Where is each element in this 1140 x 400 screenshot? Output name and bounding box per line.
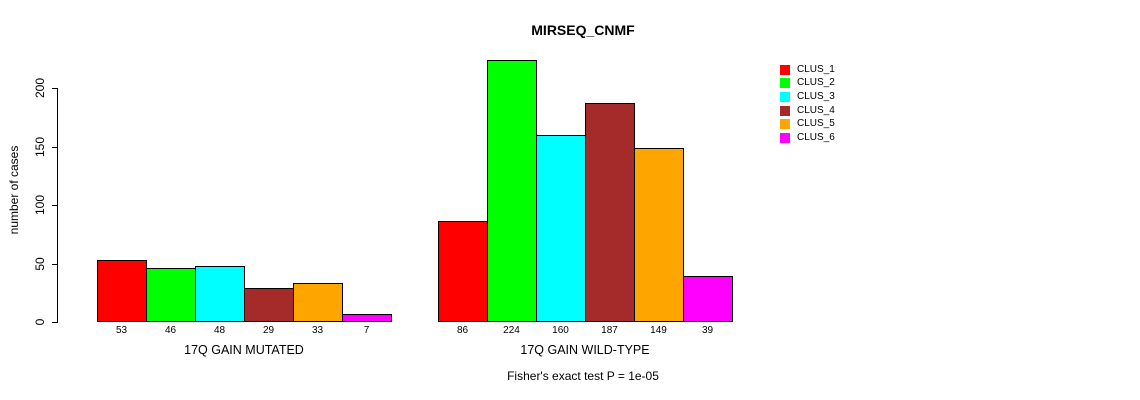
bar-value-label: 160 [552,325,569,336]
bar-clus_3-2 [536,134,586,322]
bar-value-label: 86 [456,325,469,336]
y-tick-label: 50 [33,256,47,271]
bar-clus_2-2 [487,59,537,322]
legend-item-clus_6: CLUS_6 [780,131,835,145]
legend-label: CLUS_6 [797,131,835,143]
legend-label: CLUS_3 [797,90,835,102]
bar-clus_6-2 [683,276,733,322]
x-group-label: 17Q GAIN WILD-TYPE [520,343,650,357]
legend-label: CLUS_4 [797,104,835,116]
fisher-test-annotation: Fisher's exact test P = 1e-05 [507,369,659,383]
legend-swatch-icon [780,78,790,89]
y-tick-label: 0 [33,318,47,326]
y-tick-label: 200 [33,77,47,99]
y-tick-mark [52,263,57,265]
bar-value-label: 33 [311,325,324,336]
chart-title: MIRSEQ_CNMF [531,22,635,38]
y-tick-mark [52,146,57,148]
bar-value-label: 48 [213,325,226,336]
bar-value-label: 224 [503,325,520,336]
legend-swatch-icon [780,132,790,143]
bar-clus_1-1 [97,259,147,322]
bar-value-label: 187 [601,325,618,336]
legend-label: CLUS_5 [797,118,835,130]
legend-item-clus_5: CLUS_5 [780,117,835,131]
legend: CLUS_1 CLUS_2 CLUS_3 CLUS_4 CLUS_5 CLUS_6 [780,63,835,145]
bar-value-label: 29 [262,325,275,336]
y-tick-label: 150 [33,136,47,157]
bar-clus_5-1 [293,283,343,322]
y-axis-line [57,88,58,323]
bar-clus_1-2 [438,221,488,322]
legend-item-clus_4: CLUS_4 [780,104,835,118]
bar-clus_3-1 [195,265,245,322]
legend-swatch-icon [780,119,790,130]
legend-swatch-icon [780,91,790,102]
legend-swatch-icon [780,64,790,75]
legend-swatch-icon [780,105,790,116]
y-axis-label: number of cases [7,145,21,235]
legend-item-clus_1: CLUS_1 [780,63,835,77]
bar-clus_4-2 [585,103,635,322]
bar-value-label: 7 [363,325,370,336]
y-tick-mark [52,88,57,89]
y-tick-label: 100 [33,194,47,216]
bar-value-label: 149 [650,325,667,336]
bar-clus_5-2 [634,147,684,322]
y-tick-mark [52,205,57,206]
bar-clus_2-1 [146,268,196,322]
y-tick-mark [52,322,57,323]
bar-clus_6-1 [342,313,392,322]
bar-value-label: 46 [164,325,177,336]
legend-label: CLUS_2 [797,77,835,89]
legend-item-clus_3: CLUS_3 [780,90,835,104]
legend-label: CLUS_1 [797,63,835,75]
bar-clus_4-1 [244,288,294,322]
bar-value-label: 39 [701,325,714,336]
legend-item-clus_2: CLUS_2 [780,77,835,91]
x-group-label: 17Q GAIN MUTATED [184,343,304,357]
bar-value-label: 53 [115,325,128,336]
